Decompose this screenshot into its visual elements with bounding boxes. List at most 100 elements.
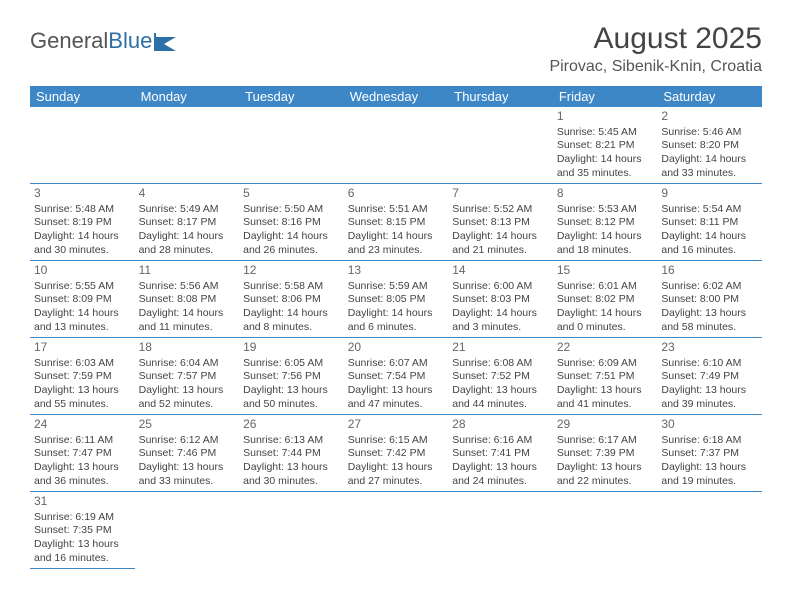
sunset-line: Sunset: 8:05 PM	[348, 293, 445, 307]
day-number: 2	[661, 109, 758, 125]
daylight-line: Daylight: 13 hours and 41 minutes.	[557, 384, 654, 411]
title-block: August 2025 Pirovac, Sibenik-Knin, Croat…	[549, 22, 762, 76]
day-cell: 20Sunrise: 6:07 AMSunset: 7:54 PMDayligh…	[344, 338, 449, 415]
day-cell: 25Sunrise: 6:12 AMSunset: 7:46 PMDayligh…	[135, 415, 240, 492]
day-cell: 23Sunrise: 6:10 AMSunset: 7:49 PMDayligh…	[657, 338, 762, 415]
day-cell: 7Sunrise: 5:52 AMSunset: 8:13 PMDaylight…	[448, 184, 553, 261]
sunset-line: Sunset: 8:17 PM	[139, 216, 236, 230]
daylight-line: Daylight: 13 hours and 36 minutes.	[34, 461, 131, 488]
weekday-header: Saturday	[657, 86, 762, 107]
empty-cell	[448, 492, 553, 569]
daylight-line: Daylight: 13 hours and 58 minutes.	[661, 307, 758, 334]
empty-cell	[657, 492, 762, 569]
sunset-line: Sunset: 7:44 PM	[243, 447, 340, 461]
sunset-line: Sunset: 7:57 PM	[139, 370, 236, 384]
sunrise-line: Sunrise: 5:54 AM	[661, 203, 758, 217]
sunrise-line: Sunrise: 6:09 AM	[557, 357, 654, 371]
day-number: 10	[34, 263, 131, 279]
day-cell: 29Sunrise: 6:17 AMSunset: 7:39 PMDayligh…	[553, 415, 658, 492]
day-number: 18	[139, 340, 236, 356]
day-cell: 2Sunrise: 5:46 AMSunset: 8:20 PMDaylight…	[657, 107, 762, 184]
calendar-row: 24Sunrise: 6:11 AMSunset: 7:47 PMDayligh…	[30, 415, 762, 492]
daylight-line: Daylight: 14 hours and 18 minutes.	[557, 230, 654, 257]
daylight-line: Daylight: 14 hours and 6 minutes.	[348, 307, 445, 334]
day-cell: 19Sunrise: 6:05 AMSunset: 7:56 PMDayligh…	[239, 338, 344, 415]
day-cell: 1Sunrise: 5:45 AMSunset: 8:21 PMDaylight…	[553, 107, 658, 184]
weekday-header: Sunday	[30, 86, 135, 107]
day-number: 21	[452, 340, 549, 356]
empty-cell	[135, 492, 240, 569]
sunset-line: Sunset: 8:16 PM	[243, 216, 340, 230]
day-number: 17	[34, 340, 131, 356]
daylight-line: Daylight: 14 hours and 30 minutes.	[34, 230, 131, 257]
daylight-line: Daylight: 13 hours and 52 minutes.	[139, 384, 236, 411]
sunset-line: Sunset: 8:20 PM	[661, 139, 758, 153]
day-cell: 11Sunrise: 5:56 AMSunset: 8:08 PMDayligh…	[135, 261, 240, 338]
sunset-line: Sunset: 8:06 PM	[243, 293, 340, 307]
weekday-header: Thursday	[448, 86, 553, 107]
empty-cell	[448, 107, 553, 184]
sunset-line: Sunset: 7:54 PM	[348, 370, 445, 384]
day-cell: 9Sunrise: 5:54 AMSunset: 8:11 PMDaylight…	[657, 184, 762, 261]
day-number: 13	[348, 263, 445, 279]
daylight-line: Daylight: 13 hours and 27 minutes.	[348, 461, 445, 488]
empty-cell	[344, 492, 449, 569]
daylight-line: Daylight: 14 hours and 23 minutes.	[348, 230, 445, 257]
sunset-line: Sunset: 7:56 PM	[243, 370, 340, 384]
day-cell: 15Sunrise: 6:01 AMSunset: 8:02 PMDayligh…	[553, 261, 658, 338]
sunset-line: Sunset: 7:52 PM	[452, 370, 549, 384]
sunset-line: Sunset: 8:03 PM	[452, 293, 549, 307]
day-number: 20	[348, 340, 445, 356]
weekday-header: Wednesday	[344, 86, 449, 107]
logo-text-1: General	[30, 28, 108, 54]
day-cell: 27Sunrise: 6:15 AMSunset: 7:42 PMDayligh…	[344, 415, 449, 492]
header: GeneralBlue August 2025 Pirovac, Sibenik…	[30, 22, 762, 76]
daylight-line: Daylight: 14 hours and 35 minutes.	[557, 153, 654, 180]
day-number: 11	[139, 263, 236, 279]
day-number: 7	[452, 186, 549, 202]
daylight-line: Daylight: 13 hours and 47 minutes.	[348, 384, 445, 411]
sunset-line: Sunset: 7:39 PM	[557, 447, 654, 461]
daylight-line: Daylight: 14 hours and 11 minutes.	[139, 307, 236, 334]
day-number: 19	[243, 340, 340, 356]
sunset-line: Sunset: 8:12 PM	[557, 216, 654, 230]
day-cell: 4Sunrise: 5:49 AMSunset: 8:17 PMDaylight…	[135, 184, 240, 261]
day-number: 31	[34, 494, 131, 510]
calendar-row: 1Sunrise: 5:45 AMSunset: 8:21 PMDaylight…	[30, 107, 762, 184]
sunset-line: Sunset: 7:59 PM	[34, 370, 131, 384]
weekday-header: Friday	[553, 86, 658, 107]
daylight-line: Daylight: 13 hours and 22 minutes.	[557, 461, 654, 488]
day-cell: 31Sunrise: 6:19 AMSunset: 7:35 PMDayligh…	[30, 492, 135, 569]
calendar-row: 31Sunrise: 6:19 AMSunset: 7:35 PMDayligh…	[30, 492, 762, 569]
sunset-line: Sunset: 7:51 PM	[557, 370, 654, 384]
day-number: 1	[557, 109, 654, 125]
sunrise-line: Sunrise: 5:52 AM	[452, 203, 549, 217]
sunset-line: Sunset: 7:41 PM	[452, 447, 549, 461]
day-number: 12	[243, 263, 340, 279]
empty-cell	[239, 492, 344, 569]
sunrise-line: Sunrise: 5:46 AM	[661, 126, 758, 140]
calendar-row: 3Sunrise: 5:48 AMSunset: 8:19 PMDaylight…	[30, 184, 762, 261]
daylight-line: Daylight: 14 hours and 0 minutes.	[557, 307, 654, 334]
day-cell: 14Sunrise: 6:00 AMSunset: 8:03 PMDayligh…	[448, 261, 553, 338]
day-cell: 30Sunrise: 6:18 AMSunset: 7:37 PMDayligh…	[657, 415, 762, 492]
day-cell: 6Sunrise: 5:51 AMSunset: 8:15 PMDaylight…	[344, 184, 449, 261]
day-number: 23	[661, 340, 758, 356]
day-cell: 26Sunrise: 6:13 AMSunset: 7:44 PMDayligh…	[239, 415, 344, 492]
day-number: 8	[557, 186, 654, 202]
day-cell: 13Sunrise: 5:59 AMSunset: 8:05 PMDayligh…	[344, 261, 449, 338]
empty-cell	[344, 107, 449, 184]
daylight-line: Daylight: 14 hours and 26 minutes.	[243, 230, 340, 257]
daylight-line: Daylight: 14 hours and 21 minutes.	[452, 230, 549, 257]
daylight-line: Daylight: 13 hours and 24 minutes.	[452, 461, 549, 488]
day-number: 30	[661, 417, 758, 433]
flag-icon	[154, 33, 178, 51]
sunrise-line: Sunrise: 6:13 AM	[243, 434, 340, 448]
sunrise-line: Sunrise: 5:59 AM	[348, 280, 445, 294]
sunrise-line: Sunrise: 6:17 AM	[557, 434, 654, 448]
day-cell: 17Sunrise: 6:03 AMSunset: 7:59 PMDayligh…	[30, 338, 135, 415]
sunrise-line: Sunrise: 5:53 AM	[557, 203, 654, 217]
daylight-line: Daylight: 13 hours and 55 minutes.	[34, 384, 131, 411]
day-number: 29	[557, 417, 654, 433]
sunset-line: Sunset: 8:09 PM	[34, 293, 131, 307]
